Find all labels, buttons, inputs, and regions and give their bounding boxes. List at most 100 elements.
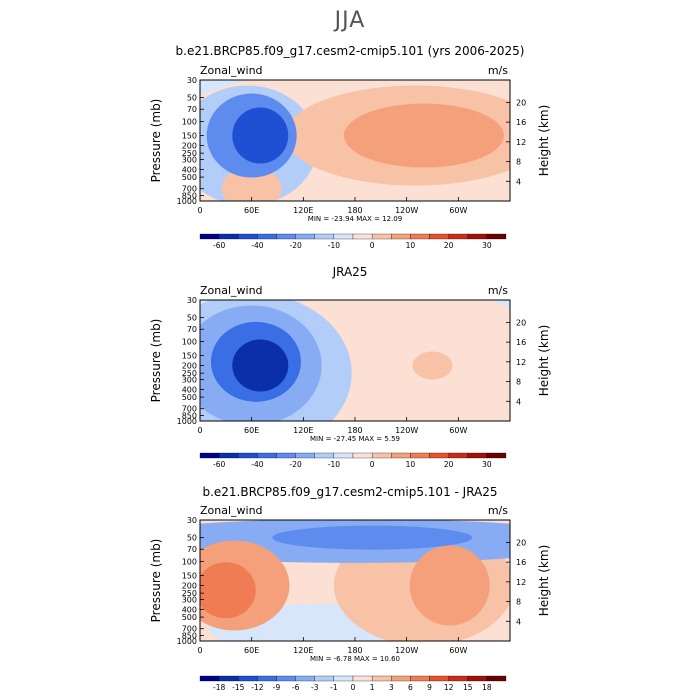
x-tick-label: 120W	[395, 206, 418, 215]
x-tick-label: 60W	[449, 206, 467, 215]
y-tick-label: 850	[182, 411, 197, 420]
x-tick-label: 120E	[293, 646, 313, 655]
x-tick-label: 0	[197, 426, 202, 435]
y-right-axis-label: Height (km)	[537, 325, 551, 396]
colorbar-bin	[429, 233, 449, 240]
colorbar-bin	[314, 452, 335, 459]
y-tick-label: 500	[182, 393, 197, 402]
colorbar-bin	[391, 452, 411, 459]
y-axis-label: Pressure (mb)	[149, 99, 163, 183]
contour-region	[232, 339, 289, 392]
colorbar-tick-label: -40	[251, 241, 263, 250]
colorbar-tick-label: 0	[370, 241, 375, 250]
x-tick-label: 60W	[449, 426, 467, 435]
colorbar-tick-label: 30	[482, 460, 492, 469]
y-tick-label: 200	[182, 581, 197, 590]
y-tick-label: 300	[182, 595, 197, 604]
colorbar: -60 -40 -20 -10 0 10 20 30	[199, 452, 507, 469]
colorbar-tick-label: 10	[406, 460, 416, 469]
colorbar-tick-label: -10	[328, 460, 340, 469]
y-tick-label: 150	[182, 132, 197, 141]
page-title: JJA	[334, 8, 366, 33]
colorbar-bin	[391, 675, 411, 682]
colorbar-bin	[467, 233, 488, 240]
y-tick-label: 400	[182, 605, 197, 614]
colorbar-bin	[486, 233, 507, 240]
y-right-tick-label: 20	[516, 538, 526, 547]
colorbar-bin	[257, 233, 277, 240]
y-tick-label: 70	[187, 325, 197, 334]
colorbar-bin	[486, 452, 507, 459]
y-tick-label: 1000	[177, 197, 197, 206]
colorbar-bin	[276, 233, 296, 240]
colorbar-bin	[333, 233, 354, 240]
y-right-tick-label: 12	[516, 358, 526, 367]
y-tick-label: 70	[187, 545, 197, 554]
colorbar-bin	[352, 675, 373, 682]
colorbar-tick-label: 30	[482, 241, 492, 250]
y-right-tick-label: 20	[516, 98, 526, 107]
x-tick-label: 180	[347, 646, 362, 655]
y-tick-label: 1000	[177, 637, 197, 646]
colorbar-bin	[199, 452, 220, 459]
y-tick-label: 200	[182, 361, 197, 370]
units-label: m/s	[488, 284, 508, 297]
colorbar-tick-label: -1	[330, 683, 338, 692]
x-tick-label: 60E	[244, 206, 259, 215]
y-tick-label: 50	[187, 314, 197, 323]
colorbar-bin	[410, 675, 430, 682]
x-tick-label: 120E	[293, 426, 313, 435]
panel-title: JRA25	[332, 265, 368, 279]
y-tick-label: 400	[182, 165, 197, 174]
y-right-tick-label: 16	[516, 118, 526, 127]
y-tick-label: 100	[182, 338, 197, 347]
min-max-stats: MIN = -6.78 MAX = 10.60	[310, 655, 400, 663]
colorbar-bin	[218, 452, 239, 459]
colorbar-bin	[238, 675, 258, 682]
x-tick-label: 60E	[244, 646, 259, 655]
y-tick-label: 500	[182, 613, 197, 622]
chart-panel-3: b.e21.BRCP85.f09_g17.cesm2-cmip5.101 - J…	[149, 485, 551, 692]
y-right-tick-label: 4	[516, 397, 521, 406]
colorbar-tick-label: -20	[290, 460, 302, 469]
y-tick-label: 100	[182, 558, 197, 567]
contour-region	[343, 103, 504, 168]
colorbar-bin	[295, 452, 315, 459]
colorbar-tick-label: -18	[213, 683, 225, 692]
colorbar-bin	[467, 675, 488, 682]
y-right-tick-label: 12	[516, 138, 526, 147]
colorbar-bin	[391, 233, 411, 240]
y-tick-label: 250	[182, 149, 197, 158]
colorbar-bin	[238, 452, 258, 459]
y-tick-label: 50	[187, 534, 197, 543]
units-label: m/s	[488, 504, 508, 517]
colorbar-bin	[257, 452, 277, 459]
colorbar-tick-label: 20	[444, 241, 454, 250]
y-right-tick-label: 8	[516, 598, 521, 607]
colorbar-bin	[333, 452, 354, 459]
y-tick-label: 30	[187, 296, 197, 305]
colorbar: -60 -40 -20 -10 0 10 20 30	[199, 233, 507, 250]
y-tick-label: 400	[182, 385, 197, 394]
contour-region	[272, 525, 473, 550]
y-tick-label: 850	[182, 191, 197, 200]
panel-title: b.e21.BRCP85.f09_g17.cesm2-cmip5.101 - J…	[202, 485, 497, 499]
contour-region	[200, 562, 256, 619]
colorbar-bin	[429, 675, 449, 682]
y-tick-label: 150	[182, 352, 197, 361]
y-right-tick-label: 16	[516, 338, 526, 347]
colorbar-bin	[257, 675, 277, 682]
colorbar-tick-label: -60	[213, 241, 225, 250]
colorbar-bin	[371, 452, 392, 459]
y-tick-label: 250	[182, 589, 197, 598]
colorbar-tick-label: 10	[406, 241, 416, 250]
colorbar-tick-label: 12	[444, 683, 454, 692]
colorbar-bin	[410, 452, 430, 459]
contour-field	[200, 80, 510, 201]
y-right-tick-label: 20	[516, 318, 526, 327]
y-right-tick-label: 4	[516, 617, 521, 626]
min-max-stats: MIN = -27.45 MAX = 5.59	[310, 435, 400, 443]
colorbar-tick-label: -6	[292, 683, 300, 692]
y-tick-label: 500	[182, 173, 197, 182]
